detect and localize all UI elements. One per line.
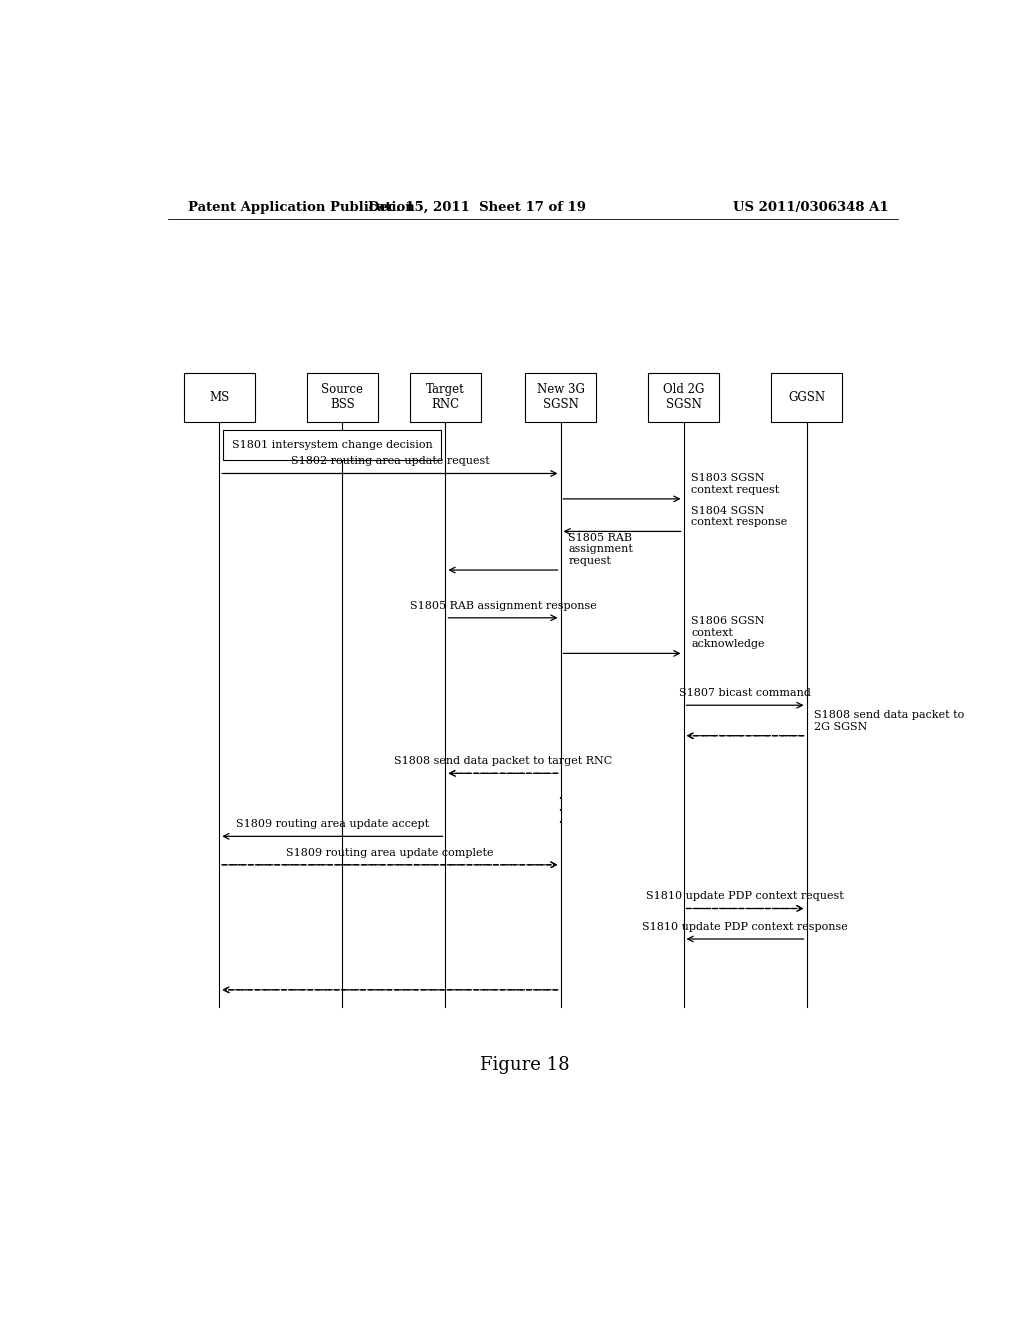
Text: New 3G
SGSN: New 3G SGSN	[537, 383, 585, 412]
Text: S1806 SGSN
context
acknowledge: S1806 SGSN context acknowledge	[691, 616, 765, 649]
Text: S1808 send data packet to target RNC: S1808 send data packet to target RNC	[394, 756, 612, 766]
Text: GGSN: GGSN	[787, 391, 825, 404]
Text: Figure 18: Figure 18	[480, 1056, 569, 1074]
Text: S1803 SGSN
context request: S1803 SGSN context request	[691, 474, 779, 495]
Text: S1805 RAB assignment response: S1805 RAB assignment response	[410, 601, 596, 611]
Bar	[524, 372, 596, 421]
Text: Old 2G
SGSN: Old 2G SGSN	[663, 383, 705, 412]
Bar	[223, 430, 441, 461]
Text: Source
BSS: Source BSS	[322, 383, 364, 412]
Text: Target
RNC: Target RNC	[426, 383, 465, 412]
Text: S1809 routing area update accept: S1809 routing area update accept	[236, 820, 429, 829]
Text: S1807 bicast command: S1807 bicast command	[679, 688, 811, 698]
Bar	[771, 372, 842, 421]
Text: MS: MS	[209, 391, 229, 404]
Text: ·: ·	[557, 789, 563, 808]
Text: S1808 send data packet to
2G SGSN: S1808 send data packet to 2G SGSN	[814, 710, 965, 731]
Text: US 2011/0306348 A1: US 2011/0306348 A1	[733, 201, 888, 214]
Text: S1805 RAB
assignment
request: S1805 RAB assignment request	[568, 533, 633, 566]
Text: S1802 routing area update request: S1802 routing area update request	[291, 457, 489, 466]
Text: ·: ·	[557, 803, 563, 820]
Text: S1801 intersystem change decision: S1801 intersystem change decision	[232, 440, 433, 450]
Text: S1810 update PDP context response: S1810 update PDP context response	[642, 921, 848, 932]
Bar	[183, 372, 255, 421]
Bar	[410, 372, 481, 421]
Text: S1810 update PDP context request: S1810 update PDP context request	[646, 891, 844, 902]
Bar	[306, 372, 378, 421]
Text: S1804 SGSN
context response: S1804 SGSN context response	[691, 506, 787, 528]
Bar	[648, 372, 719, 421]
Text: Dec. 15, 2011  Sheet 17 of 19: Dec. 15, 2011 Sheet 17 of 19	[369, 201, 586, 214]
Text: S1809 routing area update complete: S1809 routing area update complete	[286, 847, 494, 858]
Text: ·: ·	[557, 814, 563, 832]
Text: Patent Application Publication: Patent Application Publication	[187, 201, 415, 214]
